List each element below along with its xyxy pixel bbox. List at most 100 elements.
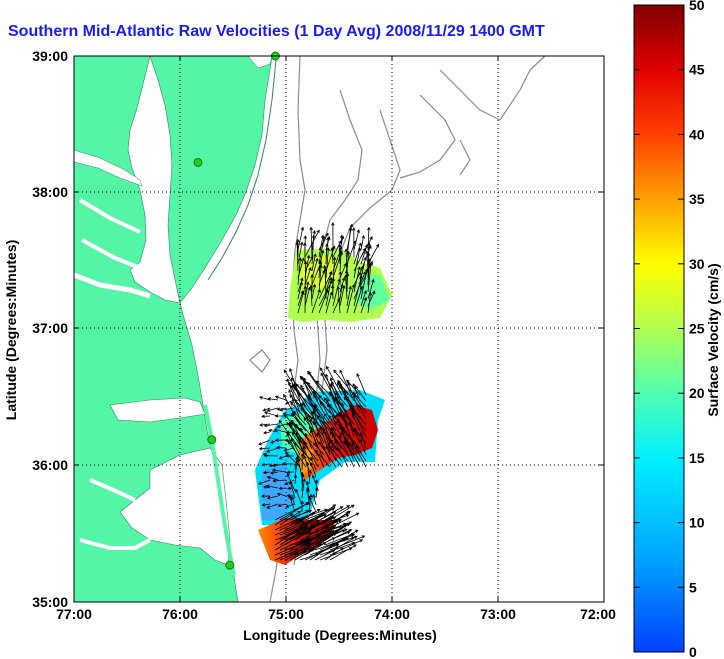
velocity-arrow xyxy=(297,281,303,300)
velocity-arrow xyxy=(290,437,301,456)
velocity-arrow xyxy=(314,404,331,426)
velocity-arrow xyxy=(274,513,294,526)
velocity-arrow xyxy=(272,479,287,483)
velocity-arrow xyxy=(338,270,342,286)
velocity-arrow xyxy=(293,442,313,462)
velocity-arrow xyxy=(263,453,279,458)
velocity-arrow xyxy=(296,238,300,258)
velocity-arrow xyxy=(308,493,313,513)
velocity-patch-north-core xyxy=(300,255,340,290)
velocity-arrow xyxy=(367,257,372,286)
velocity-arrow xyxy=(297,257,303,286)
velocity-arrow xyxy=(325,291,333,314)
velocity-arrow xyxy=(306,486,310,506)
velocity-arrow xyxy=(303,242,307,265)
velocity-arrow xyxy=(312,493,317,506)
velocity-arrow xyxy=(292,412,313,438)
velocity-arrow xyxy=(333,369,355,396)
velocity-arrow xyxy=(291,496,296,506)
velocity-arrow xyxy=(328,415,343,438)
velocity-arrow xyxy=(326,445,343,468)
velocity-arrow xyxy=(329,522,347,531)
velocity-arrow xyxy=(266,407,279,412)
y-tick-label: 38:00 xyxy=(32,184,68,200)
velocity-arrow xyxy=(308,496,317,513)
barrier-islands xyxy=(207,59,277,281)
outer-banks xyxy=(203,404,236,576)
velocity-arrow xyxy=(274,438,287,442)
colorbar-tick-label: 40 xyxy=(689,126,705,142)
velocity-arrow xyxy=(326,365,343,396)
velocity-arrow xyxy=(261,414,271,419)
y-tick-labels: 39:00 38:00 37:00 36:00 35:00 xyxy=(32,48,68,610)
velocity-arrow xyxy=(324,412,337,432)
velocity-arrow xyxy=(319,426,331,456)
velocity-arrow xyxy=(330,247,334,265)
velocity-arrow xyxy=(310,456,317,471)
velocity-arrow xyxy=(294,461,299,478)
velocity-arrow xyxy=(343,396,367,426)
velocity-arrow xyxy=(353,427,367,444)
velocity-arrow xyxy=(355,445,367,462)
velocity-arrow xyxy=(283,393,301,426)
velocity-arrow xyxy=(341,431,361,462)
velocity-arrow xyxy=(360,296,368,314)
velocity-arrow xyxy=(259,423,271,427)
velocity-arrow xyxy=(334,440,349,468)
york-river xyxy=(81,238,141,270)
velocity-arrow xyxy=(276,445,287,450)
x-tick-label: 75:00 xyxy=(268,606,304,622)
velocity-arrow xyxy=(346,379,361,396)
grid-lines xyxy=(74,56,604,602)
velocity-arrow xyxy=(336,285,341,314)
velocity-arrow xyxy=(266,495,279,500)
velocity-arrow xyxy=(359,438,367,456)
velocity-arrow xyxy=(310,274,314,293)
velocity-arrow xyxy=(312,411,331,432)
velocity-arrow xyxy=(304,504,337,526)
velocity-arrow xyxy=(276,492,287,497)
velocity-arrow xyxy=(341,426,361,450)
velocity-arrow xyxy=(334,392,349,408)
velocity-arrow xyxy=(301,402,325,432)
velocity-arrow xyxy=(367,226,371,251)
velocity-arrow xyxy=(346,250,351,272)
velocity-arrow xyxy=(314,507,335,521)
velocity-arrow xyxy=(324,512,360,531)
velocity-arrow xyxy=(293,474,298,485)
velocity-arrow xyxy=(287,486,295,491)
y-tick-label: 35:00 xyxy=(32,594,68,610)
pamlico-river xyxy=(89,478,136,502)
velocity-arrow xyxy=(259,396,271,401)
velocity-arrow xyxy=(301,478,306,499)
velocity-arrow xyxy=(346,285,352,307)
velocity-arrow xyxy=(265,484,279,489)
velocity-arrow xyxy=(261,503,271,507)
neuse-river xyxy=(79,538,151,550)
velocity-arrow xyxy=(360,290,367,307)
velocity-arrow xyxy=(289,510,310,521)
velocity-arrow xyxy=(286,378,301,414)
velocity-arrow xyxy=(339,369,355,402)
velocity-arrow xyxy=(332,297,341,314)
velocity-arrow xyxy=(329,535,366,551)
velocity-arrow xyxy=(312,420,325,444)
velocity-arrow xyxy=(295,488,303,506)
velocity-arrow xyxy=(303,377,319,402)
colorbar-tick-label: 5 xyxy=(689,579,697,595)
velocity-arrow xyxy=(327,441,337,462)
velocity-arrow xyxy=(329,377,343,408)
radar-station-marker xyxy=(207,435,217,445)
velocity-arrow xyxy=(353,242,362,265)
velocity-arrow xyxy=(311,288,321,314)
velocity-arrow xyxy=(260,494,271,498)
colorbar-tick-label: 30 xyxy=(689,256,705,272)
velocity-arrow xyxy=(353,229,361,251)
velocity-arrow xyxy=(331,426,343,444)
velocity-arrow xyxy=(284,520,305,531)
y-tick-label: 37:00 xyxy=(32,320,68,336)
velocity-arrow xyxy=(290,419,307,438)
figure-title: Southern Mid-Atlantic Raw Velocities (1 … xyxy=(8,23,545,40)
